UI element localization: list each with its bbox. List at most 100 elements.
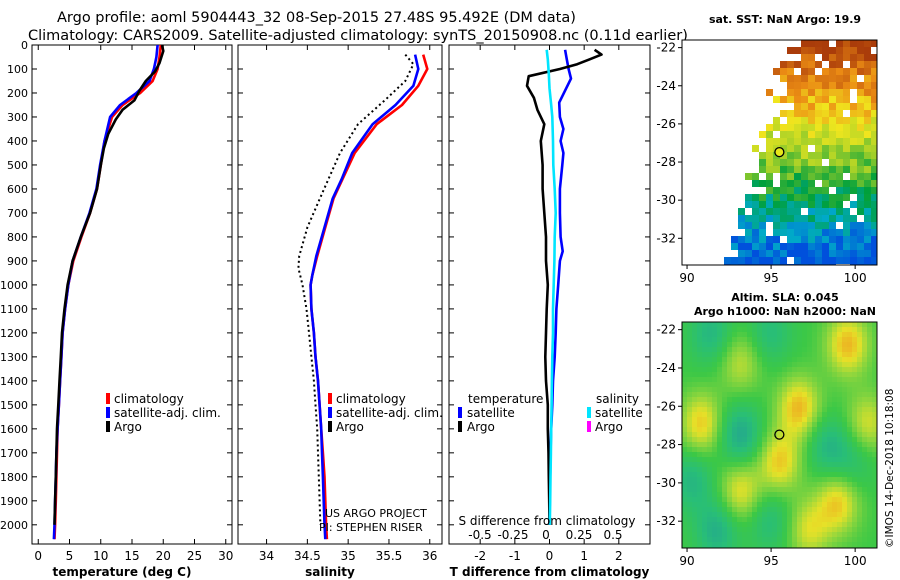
- sla-cell: [822, 507, 827, 512]
- sla-cell: [792, 342, 797, 347]
- sla-cell: [847, 422, 852, 427]
- sla-cell: [682, 387, 687, 392]
- sla-cell: [702, 447, 707, 452]
- sst-cell: [780, 152, 787, 159]
- sla-cell: [762, 492, 767, 497]
- sla-cell: [737, 432, 742, 437]
- sst-cell: [822, 110, 829, 117]
- sla-cell: [832, 427, 837, 432]
- sla-cell: [757, 507, 762, 512]
- sla-cell: [817, 377, 822, 382]
- sla-cell: [747, 502, 752, 507]
- sst-cell: [773, 215, 780, 222]
- sla-cell: [762, 362, 767, 367]
- sla-cell: [832, 367, 837, 372]
- sla-cell: [837, 332, 842, 337]
- sla-cell: [777, 352, 782, 357]
- sst-cell: [752, 236, 759, 243]
- sla-cell: [777, 457, 782, 462]
- sla-cell: [822, 487, 827, 492]
- sla-cell: [792, 492, 797, 497]
- sla-cell: [797, 367, 802, 372]
- sla-cell: [832, 342, 837, 347]
- sla-cell: [697, 402, 702, 407]
- sla-cell: [732, 327, 737, 332]
- sla-cell: [832, 512, 837, 517]
- sla-cell: [767, 387, 772, 392]
- sla-cell: [847, 327, 852, 332]
- sla-cell: [812, 337, 817, 342]
- sla-cell: [787, 412, 792, 417]
- sla-cell: [802, 512, 807, 517]
- x-tick-label-temperature: 15: [124, 549, 139, 563]
- sla-cell: [742, 487, 747, 492]
- sla-cell: [727, 407, 732, 412]
- sla-cell: [867, 377, 872, 382]
- sla-cell: [732, 417, 737, 422]
- sla-cell: [852, 387, 857, 392]
- sla-cell: [792, 322, 797, 327]
- sla-cell: [692, 487, 697, 492]
- sla-cell: [812, 402, 817, 407]
- sst-cell: [801, 61, 808, 68]
- sst-cell: [829, 222, 836, 229]
- sla-cell: [777, 532, 782, 537]
- sst-cell: [801, 194, 808, 201]
- sla-cell: [687, 387, 692, 392]
- sla-cell: [867, 417, 872, 422]
- sla-cell: [772, 392, 777, 397]
- map-y-tick-label-sst: -28: [656, 155, 676, 169]
- sla-cell: [807, 432, 812, 437]
- depth-tick-label: 1700: [0, 447, 28, 460]
- sla-cell: [787, 477, 792, 482]
- sla-cell: [732, 502, 737, 507]
- sla-cell: [697, 492, 702, 497]
- sst-cell: [808, 215, 815, 222]
- sst-cell: [745, 243, 752, 250]
- sla-cell: [712, 397, 717, 402]
- sla-cell: [742, 427, 747, 432]
- sla-cell: [862, 497, 867, 502]
- sla-cell: [752, 352, 757, 357]
- sla-cell: [702, 332, 707, 337]
- depth-tick-label: 1800: [0, 471, 28, 484]
- sst-cell: [752, 215, 759, 222]
- sla-cell: [717, 412, 722, 417]
- sst-cell: [843, 222, 850, 229]
- sla-cell: [772, 417, 777, 422]
- sla-cell: [732, 362, 737, 367]
- sla-cell: [682, 347, 687, 352]
- sla-cell: [857, 377, 862, 382]
- sla-cell: [762, 452, 767, 457]
- sla-cell: [687, 417, 692, 422]
- sla-cell: [737, 357, 742, 362]
- sst-cell: [843, 229, 850, 236]
- sst-cell: [843, 243, 850, 250]
- sst-cell: [780, 194, 787, 201]
- sla-cell: [727, 452, 732, 457]
- sla-cell: [782, 527, 787, 532]
- sla-cell: [682, 427, 687, 432]
- sla-cell: [737, 387, 742, 392]
- sla-cell: [777, 432, 782, 437]
- sla-cell: [707, 372, 712, 377]
- sst-cell: [787, 229, 794, 236]
- sst-cell: [850, 75, 857, 82]
- sla-cell: [772, 537, 777, 542]
- sla-cell: [742, 357, 747, 362]
- sla-cell: [802, 452, 807, 457]
- sla-cell: [682, 442, 687, 447]
- sst-cell: [815, 89, 822, 96]
- sst-cell: [794, 229, 801, 236]
- sla-cell: [682, 327, 687, 332]
- sst-cell: [836, 68, 843, 75]
- sla-cell: [837, 417, 842, 422]
- depth-tick-label: 1300: [0, 351, 28, 364]
- sla-cell: [787, 387, 792, 392]
- sla-cell: [752, 457, 757, 462]
- sla-cell: [812, 507, 817, 512]
- sst-cell: [857, 103, 864, 110]
- sst-cell: [836, 131, 843, 138]
- sla-cell: [822, 392, 827, 397]
- sla-cell: [717, 507, 722, 512]
